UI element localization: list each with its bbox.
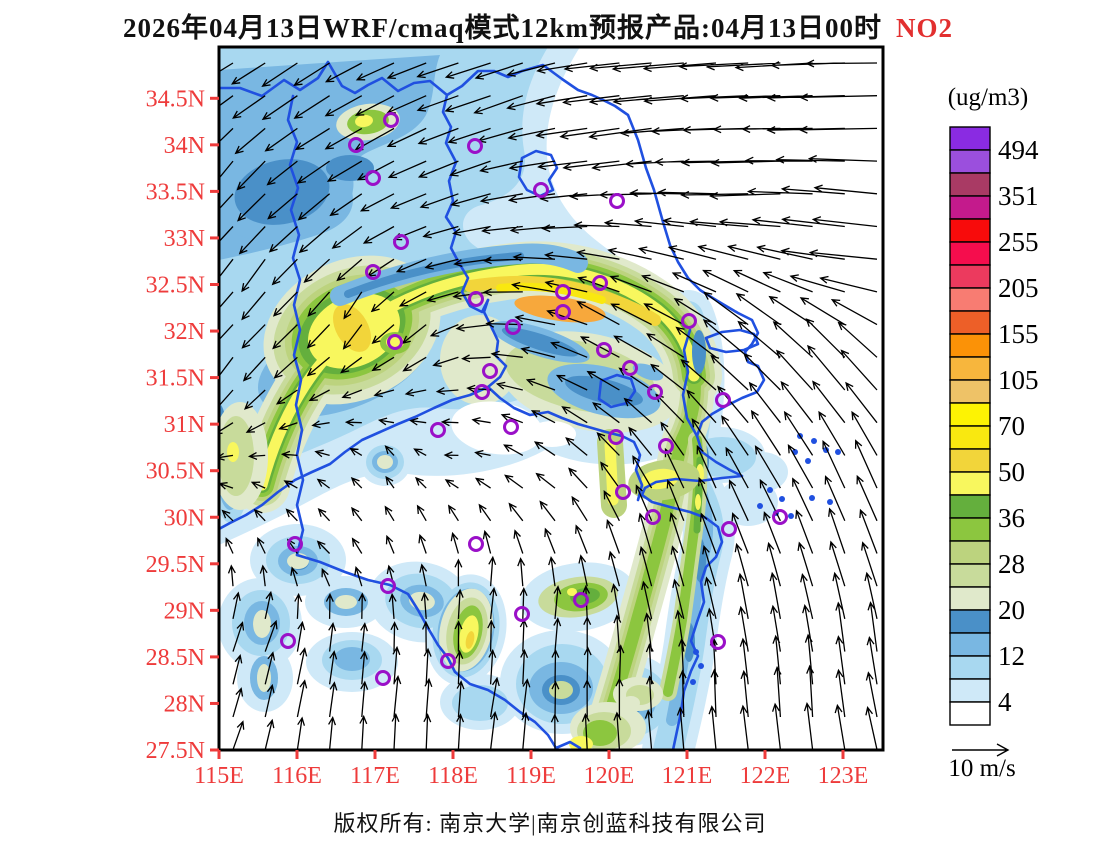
copyright-line: 版权所有: 南京大学|南京创蓝科技有限公司 xyxy=(333,811,767,836)
svg-text:494: 494 xyxy=(998,135,1039,165)
svg-text:12: 12 xyxy=(998,641,1025,671)
svg-text:28: 28 xyxy=(998,549,1025,579)
title-main: 2026年04月13日WRF/cmaq模式12km预报产品:04月13日00时 xyxy=(123,13,882,43)
svg-text:27.5N: 27.5N xyxy=(146,738,205,764)
map-frame xyxy=(217,45,885,752)
svg-text:32N: 32N xyxy=(164,319,205,345)
svg-text:115E: 115E xyxy=(194,763,244,789)
svg-text:119E: 119E xyxy=(506,763,556,789)
svg-text:255: 255 xyxy=(998,227,1039,257)
axis-ticks-and-labels: 34.5N 34N 33.5N 33N 32.5N 32N 31.5N 31N 30.5N 30N… xyxy=(146,86,869,789)
title-species-label: NO2 xyxy=(895,13,953,43)
svg-text:20: 20 xyxy=(998,595,1025,625)
wind-scale-legend: (ug/m3) 10 m/s xyxy=(948,84,1029,782)
city-markers xyxy=(280,112,788,686)
colorbar-units-label: (ug/m3) xyxy=(948,84,1029,111)
svg-text:120E: 120E xyxy=(584,763,635,789)
svg-text:30N: 30N xyxy=(164,505,205,531)
svg-text:205: 205 xyxy=(998,273,1039,303)
svg-text:50: 50 xyxy=(998,457,1025,487)
svg-text:155: 155 xyxy=(998,319,1039,349)
svg-text:122E: 122E xyxy=(740,763,791,789)
svg-text:121E: 121E xyxy=(662,763,713,789)
svg-text:36: 36 xyxy=(998,503,1025,533)
svg-text:105: 105 xyxy=(998,365,1039,395)
wind-scale-label: 10 m/s xyxy=(948,755,1015,782)
svg-text:29N: 29N xyxy=(164,598,205,624)
svg-text:31.5N: 31.5N xyxy=(146,366,205,392)
page-title: 2026年04月13日WRF/cmaq模式12km预报产品:04月13日00时 N… xyxy=(0,6,1076,45)
svg-text:117E: 117E xyxy=(350,763,400,789)
svg-text:29.5N: 29.5N xyxy=(146,552,205,578)
colorbar: 494 351 255 205 155 105 70 50 36 28 20 12 4 xyxy=(949,126,1039,726)
svg-text:70: 70 xyxy=(998,411,1025,441)
svg-text:31N: 31N xyxy=(164,412,205,438)
wind-vectors xyxy=(219,59,878,750)
svg-text:33N: 33N xyxy=(164,226,205,252)
svg-text:28N: 28N xyxy=(164,691,205,717)
svg-text:123E: 123E xyxy=(818,763,869,789)
svg-text:34.5N: 34.5N xyxy=(146,86,205,112)
svg-text:30.5N: 30.5N xyxy=(146,459,205,485)
svg-text:351: 351 xyxy=(998,181,1039,211)
svg-text:4: 4 xyxy=(998,687,1012,717)
svg-text:32.5N: 32.5N xyxy=(146,273,205,299)
svg-text:118E: 118E xyxy=(428,763,478,789)
svg-text:116E: 116E xyxy=(272,763,322,789)
province-boundaries xyxy=(219,60,841,750)
svg-text:28.5N: 28.5N xyxy=(146,645,205,671)
svg-text:34N: 34N xyxy=(164,133,205,159)
svg-text:33.5N: 33.5N xyxy=(146,179,205,205)
